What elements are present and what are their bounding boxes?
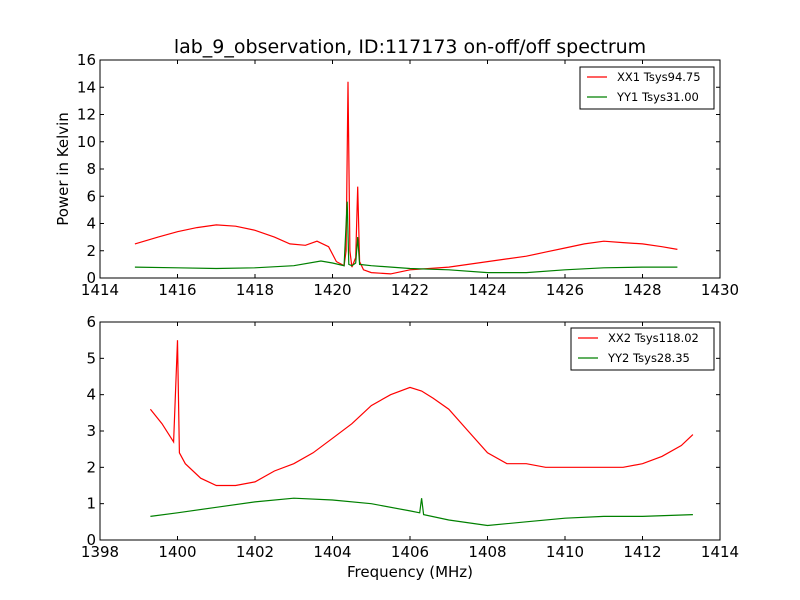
x-tick-label: 1420 [313,281,351,299]
y-tick-label: 6 [86,313,96,331]
y-tick-label: 0 [86,531,96,549]
y-tick-label: 10 [77,133,96,151]
x-tick-label: 1430 [701,281,739,299]
y-tick-label: 2 [86,458,96,476]
x-tick-label: 1404 [313,543,351,561]
x-tick-label: 1408 [468,543,506,561]
plot-bottom: 1398 1400 1402 1404 1406 1408 1410 1412 1414 0 1 2 3… [81,313,739,561]
series-line-1 [149,340,694,487]
y-tick-label: 4 [86,215,96,233]
x-tick-label: 1424 [468,281,506,299]
series-line-2 [150,497,693,527]
x-tick-label: 1410 [546,543,584,561]
legend-box [579,66,715,110]
x-tick-label: 1412 [623,543,661,561]
y-tick-label: 2 [86,242,96,260]
y-tick-label: 12 [77,106,96,124]
y-tick-label: 3 [86,422,96,440]
y-tick-label: 5 [86,349,96,367]
legend-label-1: XX2 Tsys118.02 [608,331,699,345]
legend-label-1: XX1 Tsys94.75 [617,70,701,84]
x-tick-label: 1428 [623,281,661,299]
plot-top: 1414 1416 1418 1420 1422 1424 1426 1428 14300246… [77,51,739,299]
x-tick-label: 1418 [236,281,274,299]
y-tick-label: 14 [77,78,96,96]
y-tick-label: 6 [86,187,96,205]
y-tick-label: 1 [86,495,96,513]
y-tick-label: 16 [77,51,96,69]
legend-label-2: YY1 Tsys31.00 [616,90,699,104]
x-axis-label: Frequency (MHz) [347,563,473,581]
x-tick-label: 1406 [391,543,429,561]
y-axis-label: Power in Kelvin [54,112,72,226]
x-tick-label: 1414 [81,281,119,299]
x-tick-label: 1416 [158,281,196,299]
y-tick-label: 8 [86,160,96,178]
x-tick-label: 1400 [158,543,196,561]
y-tick-label: 0 [86,269,96,287]
series-line-2 [134,201,678,274]
legend-box [570,327,715,371]
x-tick-label: 1414 [701,543,739,561]
x-tick-label: 1402 [236,543,274,561]
x-tick-label: 1426 [546,281,584,299]
x-tick-label: 1422 [391,281,429,299]
y-tick-label: 4 [86,386,96,404]
x-tick-label: 1398 [81,543,119,561]
figure-title: lab_9_observation, ID:117173 on-off/off … [174,36,646,58]
series-line-1 [134,81,678,275]
legend-label-2: YY2 Tsys28.35 [607,351,690,365]
